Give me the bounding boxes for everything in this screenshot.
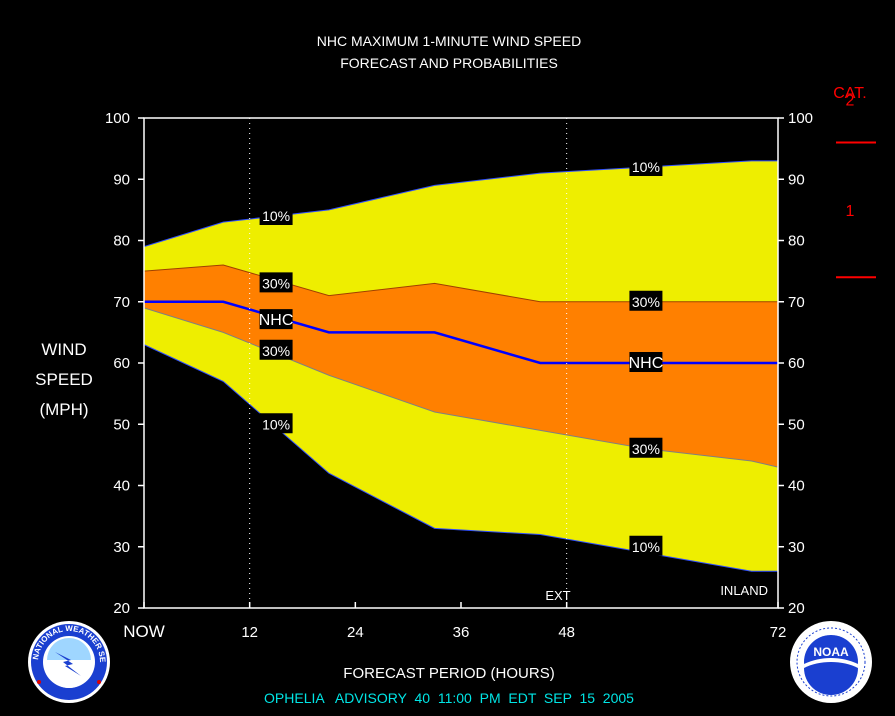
curve-label-box bbox=[629, 290, 663, 311]
curve-label: NHC bbox=[629, 355, 664, 372]
inland-annotation: INLAND bbox=[720, 583, 768, 598]
y-axis-title-line-3: (MPH) bbox=[39, 400, 88, 419]
series-10-lower-line bbox=[143, 344, 778, 572]
noaa-logo: NOAA bbox=[790, 621, 872, 703]
series-30-upper-line bbox=[143, 264, 778, 303]
x-tick-label: 36 bbox=[453, 624, 470, 641]
y-tick-label-left: 70 bbox=[113, 294, 130, 311]
curve-labels: 10% 30% NHC 30% 10% 10% 30% NHC 30% 10% bbox=[259, 156, 664, 556]
y-tick-label-right: 90 bbox=[788, 171, 805, 188]
chart-subtitle: FORECAST AND PROBABILITIES bbox=[340, 55, 558, 71]
y-tick-label-right: 40 bbox=[788, 478, 805, 495]
nws-logo: NATIONAL WEATHER SERVICE bbox=[28, 621, 110, 703]
curve-label-box bbox=[629, 535, 663, 556]
y-axis-title-line-2: SPEED bbox=[35, 370, 93, 389]
y-tick-label-left: 20 bbox=[113, 600, 130, 617]
y-tick-label-left: 80 bbox=[113, 233, 130, 250]
x-tick-label: 72 bbox=[770, 624, 787, 641]
y-tick-label-left: 50 bbox=[113, 416, 130, 433]
y-tick-label-left: 40 bbox=[113, 478, 130, 495]
y-tick-label-right: 70 bbox=[788, 294, 805, 311]
y-tick-label-left: 60 bbox=[113, 355, 130, 372]
y-axis-title-line-1: WIND bbox=[41, 340, 86, 359]
y-tick-label-right: 80 bbox=[788, 233, 805, 250]
y-tick-label-right: 60 bbox=[788, 355, 805, 372]
series-10-upper-line bbox=[143, 160, 778, 248]
x-tick-label: 12 bbox=[241, 624, 258, 641]
y-tick-label-left: 100 bbox=[105, 110, 130, 127]
curve-label-box bbox=[629, 437, 663, 458]
y-tick-label-left: 30 bbox=[113, 539, 130, 556]
curve-label: 30% bbox=[262, 275, 290, 291]
x-tick-label: 48 bbox=[558, 624, 575, 641]
category-label: 2 bbox=[846, 93, 855, 110]
y-tick-label-right: 100 bbox=[788, 110, 813, 127]
curve-label-box bbox=[259, 309, 293, 330]
y-tick-label-right: 50 bbox=[788, 416, 805, 433]
band-30-percent bbox=[144, 265, 778, 468]
y-tick-label-right: 20 bbox=[788, 600, 805, 617]
axis-ticks: 20 20 30 30 40 40 50 50 60 60 70 70 80 80 90 90 100 100 NO… bbox=[105, 110, 813, 641]
curve-label: 30% bbox=[632, 441, 660, 457]
curve-label: 10% bbox=[632, 159, 660, 175]
chart-title: NHC MAXIMUM 1-MINUTE WIND SPEED bbox=[317, 33, 581, 49]
category-scale: CAT. 2 1 bbox=[833, 85, 876, 279]
x-tick-label: NOW bbox=[123, 622, 165, 641]
curve-label-box bbox=[259, 339, 293, 360]
y-tick-label-right: 30 bbox=[788, 539, 805, 556]
x-axis-title: FORECAST PERIOD (HOURS) bbox=[343, 665, 554, 682]
noaa-logo-text: NOAA bbox=[813, 645, 849, 659]
probability-bands bbox=[143, 160, 779, 572]
category-title: CAT. bbox=[833, 85, 866, 102]
ext-annotation: EXT bbox=[545, 588, 570, 603]
series-nhc-line bbox=[144, 300, 778, 365]
curve-label-box bbox=[629, 352, 663, 372]
advisory-footer: OPHELIA ADVISORY 40 11:00 PM EDT SEP 15 … bbox=[264, 690, 634, 706]
curve-label-box bbox=[629, 156, 663, 176]
category-label: 1 bbox=[846, 203, 855, 220]
series-30-lower-line bbox=[143, 307, 779, 468]
curve-label: 10% bbox=[632, 539, 660, 555]
curve-label: 30% bbox=[632, 294, 660, 310]
curve-label: 10% bbox=[262, 208, 290, 224]
curve-label: 30% bbox=[262, 343, 290, 359]
y-tick-label-left: 90 bbox=[113, 171, 130, 188]
curve-label-box bbox=[259, 413, 293, 434]
curve-label-box bbox=[259, 205, 293, 225]
curve-label: 10% bbox=[262, 416, 290, 432]
y-axis-title: WIND SPEED (MPH) bbox=[35, 340, 93, 419]
grid-lines bbox=[249, 118, 568, 608]
curve-label: NHC bbox=[259, 312, 294, 329]
curve-label-box bbox=[259, 272, 293, 293]
x-tick-label: 24 bbox=[347, 624, 364, 641]
